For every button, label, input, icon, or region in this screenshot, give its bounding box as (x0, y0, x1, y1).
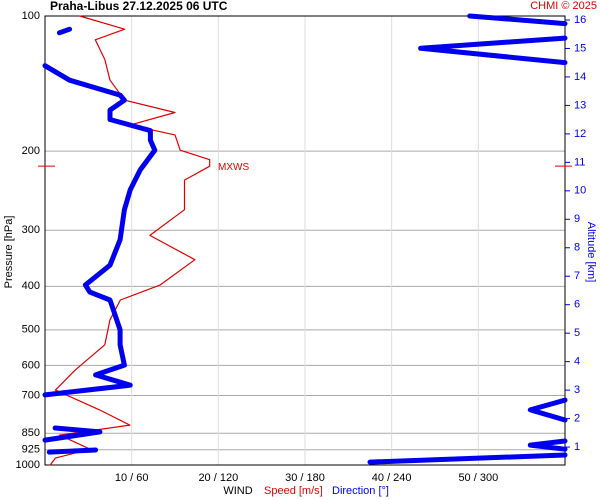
y2-tick-label: 5 (574, 327, 580, 339)
x-tick-label: 40 / 240 (372, 472, 412, 484)
y-tick-label: 600 (22, 359, 40, 371)
y2-tick-label: 8 (574, 242, 580, 254)
plot-frame (44, 15, 566, 466)
y-tick-label: 500 (22, 324, 40, 336)
y2-tick-label: 11 (574, 156, 585, 168)
y2-tick-label: 12 (574, 128, 586, 140)
x-tick-label: 10 / 60 (115, 472, 149, 484)
x-axis-label: WIND (223, 485, 252, 497)
legend-entry: Speed [m/s] (264, 485, 323, 497)
y-axis-label: Pressure [hPa] (3, 216, 15, 289)
x-tick-label: 30 / 180 (285, 472, 325, 484)
chart-title: Praha-Libus 27.12.2025 06 UTC (50, 0, 228, 13)
y2-tick-label: 4 (574, 356, 580, 368)
y-tick-label: 100 (22, 10, 40, 22)
y2-tick-label: 6 (574, 299, 580, 311)
y2-axis-label: Altitude [km] (585, 222, 597, 283)
y2-tick-label: 7 (574, 270, 580, 282)
y2-tick-label: 14 (574, 71, 586, 83)
x-tick-label: 50 / 300 (458, 472, 498, 484)
y2-tick-label: 13 (574, 99, 586, 111)
y-tick-label: 1000 (16, 459, 40, 471)
speed-line (49, 15, 211, 466)
y-tick-label: 925 (22, 444, 40, 456)
y2-tick-label: 16 (574, 14, 586, 26)
x-tick-label: 20 / 120 (198, 472, 238, 484)
legend-entry: Direction [°] (332, 485, 389, 497)
credit: CHMI © 2025 (530, 0, 597, 12)
annotation-label: MXWS (218, 162, 249, 173)
direction-line (42, 13, 568, 465)
y2-tick-label: 2 (574, 412, 580, 424)
y2-tick-label: 1 (574, 441, 580, 453)
y-tick-label: 300 (22, 224, 40, 236)
y2-tick-label: 3 (574, 384, 580, 396)
y-tick-label: 850 (22, 427, 40, 439)
y-tick-label: 200 (22, 145, 40, 157)
y-tick-label: 700 (22, 389, 40, 401)
y2-tick-label: 15 (574, 42, 586, 54)
y2-tick-label: 10 (574, 185, 586, 197)
y2-tick-label: 9 (574, 213, 580, 225)
y-tick-label: 400 (22, 280, 40, 292)
